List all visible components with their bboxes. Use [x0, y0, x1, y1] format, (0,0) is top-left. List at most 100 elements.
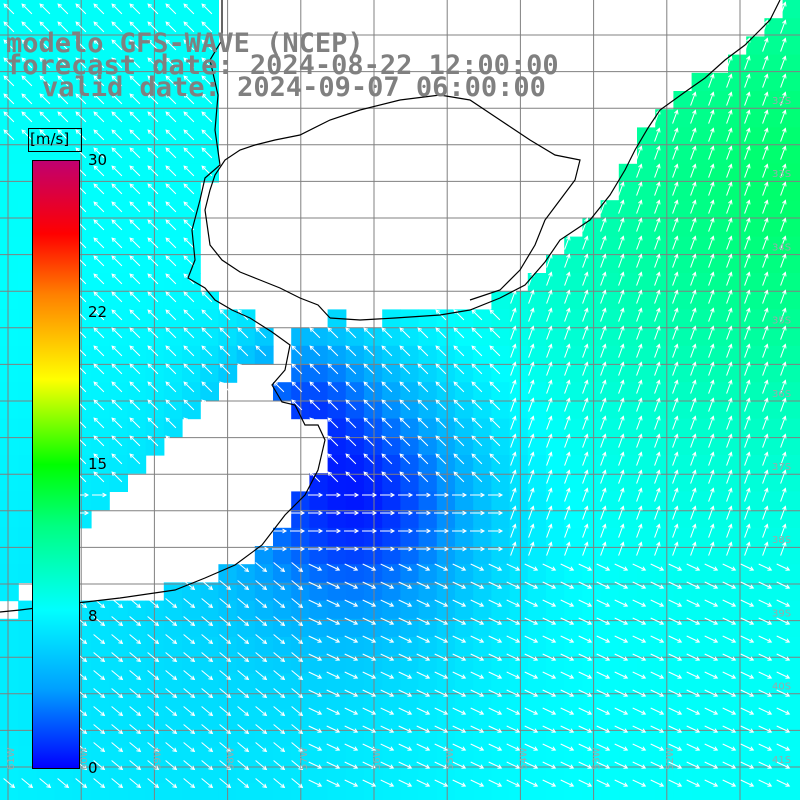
wind-arrow: [740, 617, 755, 625]
wind-arrow: [726, 217, 733, 232]
wind-cell: [600, 382, 620, 401]
wind-cell: [527, 600, 547, 620]
wind-arrow: [183, 129, 195, 141]
wind-cell: [182, 273, 201, 292]
wind-cell: [782, 309, 800, 329]
wind-arrow: [780, 415, 787, 430]
wind-cell: [455, 327, 474, 347]
wind-cell: [200, 291, 219, 310]
wind-cell: [127, 291, 147, 310]
wind-arrow: [546, 487, 553, 502]
wind-cell: [473, 637, 492, 656]
wind-arrow: [219, 345, 231, 357]
wind-cell: [382, 509, 401, 529]
wind-arrow: [636, 217, 643, 232]
wind-arrow: [744, 109, 751, 124]
wind-arrow: [762, 55, 769, 70]
wind-arrow: [506, 617, 521, 625]
wind-cell: [782, 473, 800, 492]
wind-cell: [327, 509, 347, 529]
wind-arrow: [165, 165, 177, 177]
wind-cell: [782, 109, 800, 128]
wind-arrow: [650, 725, 665, 733]
wind-cell: [127, 345, 147, 365]
wind-cell: [764, 109, 784, 128]
wind-arrow: [726, 145, 733, 160]
wind-arrow: [183, 742, 196, 753]
wind-cell: [728, 254, 747, 274]
wind-cell: [109, 473, 128, 492]
wind-arrow: [488, 779, 503, 787]
wind-cell: [582, 273, 602, 292]
wind-cell: [509, 618, 529, 638]
wind-arrow: [510, 307, 517, 322]
wind-cell: [382, 655, 401, 674]
wind-arrow: [75, 778, 88, 789]
wind-cell: [782, 764, 800, 784]
wind-cell: [109, 182, 128, 201]
wind-arrow: [93, 21, 105, 33]
wind-cell: [709, 564, 729, 583]
wind-arrow: [237, 327, 249, 339]
wind-cell: [764, 764, 784, 784]
wind-arrow: [744, 433, 751, 448]
wind-arrow: [327, 345, 339, 357]
wind-cell: [163, 345, 183, 365]
wind-arrow: [762, 541, 769, 556]
wind-arrow: [255, 688, 268, 699]
wind-arrow: [362, 510, 378, 516]
wind-arrow: [399, 435, 411, 447]
wind-arrow: [452, 653, 467, 661]
wind-cell: [163, 655, 183, 674]
wind-arrow: [183, 111, 195, 123]
wind-cell: [91, 709, 110, 729]
wind-arrow: [183, 147, 195, 159]
wind-arrow: [201, 309, 213, 321]
wind-arrow: [654, 145, 661, 160]
wind-arrow: [776, 779, 791, 787]
wind-arrow: [416, 761, 431, 769]
wind-cell: [618, 236, 638, 256]
wind-arrow: [435, 399, 447, 411]
wind-cell: [564, 327, 583, 347]
wind-arrow: [780, 181, 787, 196]
wind-arrow: [650, 671, 665, 679]
wind-cell: [728, 291, 747, 310]
wind-cell: [655, 218, 674, 238]
wind-cell: [764, 127, 784, 147]
wind-arrow: [93, 381, 105, 393]
wind-arrow: [614, 599, 629, 607]
wind-arrow: [506, 599, 521, 607]
wind-cell: [637, 582, 656, 602]
wind-cell: [618, 254, 638, 274]
wind-arrow: [165, 255, 177, 267]
wind-arrow: [708, 253, 715, 268]
wind-cell: [564, 600, 583, 620]
wind-arrow: [564, 487, 571, 502]
wind-arrow: [636, 505, 643, 520]
wind-cell: [746, 236, 765, 256]
wind-arrow: [363, 363, 375, 375]
wind-arrow: [528, 379, 535, 394]
wind-cell: [382, 782, 401, 800]
wind-arrow: [686, 563, 701, 571]
wind-cell: [0, 273, 19, 292]
wind-arrow: [632, 617, 647, 625]
wind-arrow: [708, 91, 715, 106]
wind-arrow: [762, 127, 769, 142]
wind-cell: [254, 673, 274, 693]
wind-arrow: [147, 21, 159, 33]
wind-cell: [709, 327, 729, 347]
wind-arrow: [542, 653, 557, 661]
wind-arrow: [39, 75, 51, 87]
wind-cell: [709, 691, 729, 711]
wind-arrow: [273, 580, 286, 591]
wind-cell: [655, 582, 674, 602]
wind-cell: [127, 273, 147, 292]
wind-arrow: [650, 599, 665, 607]
wind-arrow: [704, 761, 719, 769]
wind-arrow: [165, 688, 178, 699]
wind-arrow: [345, 453, 357, 465]
wind-arrow: [417, 399, 429, 411]
wind-cell: [618, 600, 638, 620]
